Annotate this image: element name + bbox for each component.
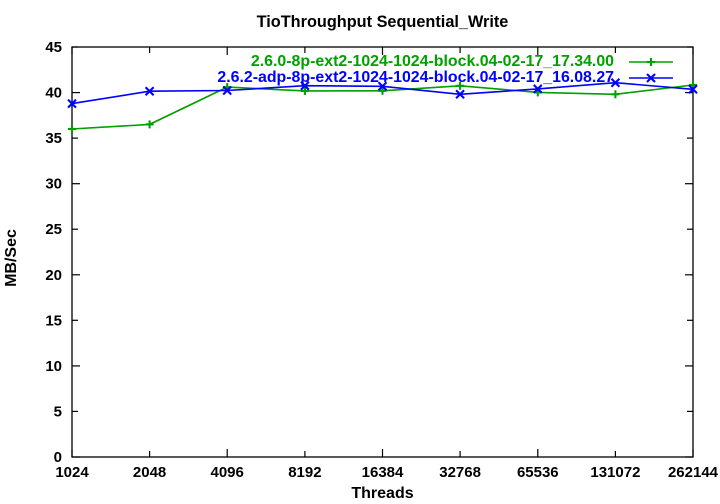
svg-text:10: 10 — [45, 358, 62, 375]
svg-text:30: 30 — [45, 176, 62, 193]
svg-text:40: 40 — [45, 85, 62, 102]
svg-text:1024: 1024 — [55, 464, 89, 481]
svg-text:8192: 8192 — [288, 464, 321, 481]
svg-text:16384: 16384 — [362, 464, 404, 481]
svg-text:15: 15 — [45, 312, 62, 329]
svg-text:32768: 32768 — [439, 464, 481, 481]
svg-text:MB/Sec: MB/Sec — [3, 229, 20, 287]
svg-text:4096: 4096 — [211, 464, 244, 481]
svg-text:Threads: Threads — [351, 485, 413, 502]
svg-text:TioThroughput Sequential_Write: TioThroughput Sequential_Write — [257, 13, 509, 31]
svg-text:25: 25 — [45, 221, 62, 238]
svg-text:262144: 262144 — [668, 464, 719, 481]
svg-text:65536: 65536 — [517, 464, 559, 481]
svg-text:2.6.2-adp-8p-ext2-1024-1024-bl: 2.6.2-adp-8p-ext2-1024-1024-block.04-02-… — [217, 69, 614, 86]
svg-text:45: 45 — [45, 39, 62, 56]
svg-text:2048: 2048 — [133, 464, 166, 481]
svg-text:2.6.0-8p-ext2-1024-1024-block.: 2.6.0-8p-ext2-1024-1024-block.04-02-17_1… — [251, 53, 614, 70]
svg-text:20: 20 — [45, 267, 62, 284]
svg-text:5: 5 — [54, 403, 62, 420]
svg-text:35: 35 — [45, 130, 62, 147]
svg-text:131072: 131072 — [590, 464, 640, 481]
